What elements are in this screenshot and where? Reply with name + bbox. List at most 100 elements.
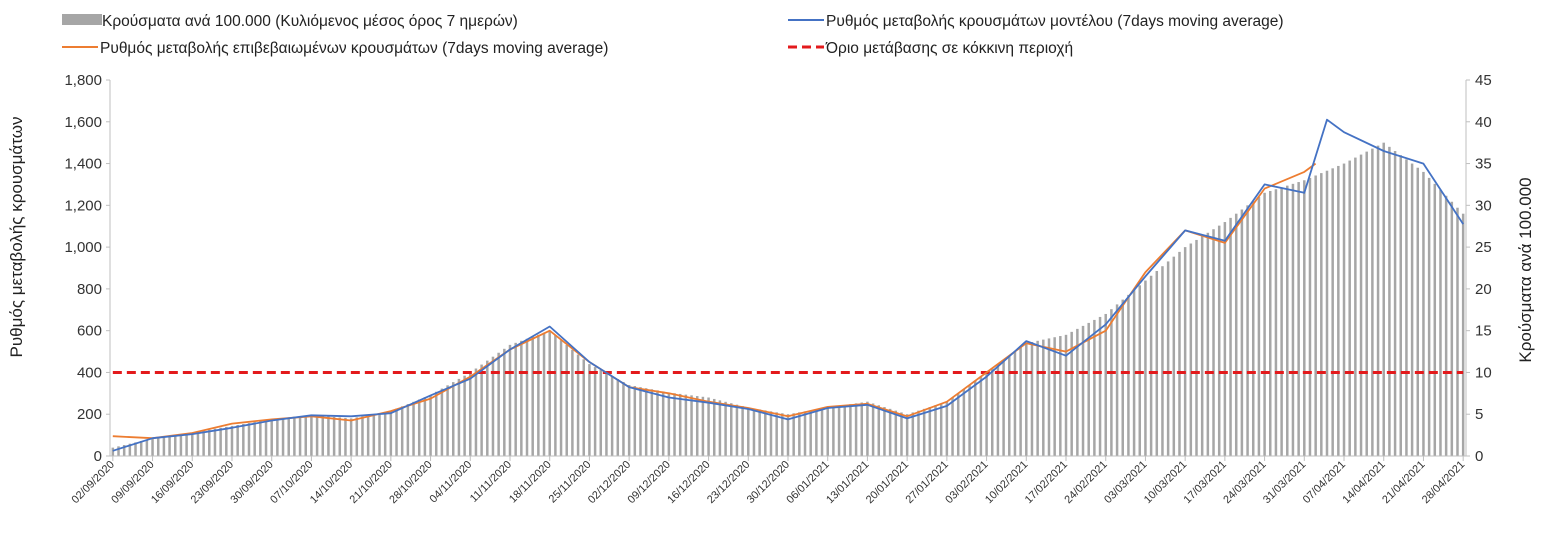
bar (1382, 142, 1385, 457)
bar (1229, 217, 1232, 456)
bar (191, 432, 194, 456)
bar (117, 446, 120, 456)
bar (264, 420, 268, 456)
bar (939, 403, 943, 456)
bar (1461, 213, 1465, 456)
bar (905, 414, 909, 456)
bar (1269, 191, 1272, 456)
bar (1405, 159, 1408, 456)
legend-label-confirmed: Ρυθμός μεταβολής επιβεβαιωμένων κρουσμάτ… (100, 40, 608, 57)
bar (605, 373, 608, 456)
bar (349, 418, 353, 456)
bar (412, 401, 415, 456)
bar (1036, 340, 1039, 456)
bar (985, 372, 988, 456)
bar (122, 445, 126, 456)
bar (627, 384, 631, 456)
bar (701, 396, 705, 456)
bar (747, 407, 750, 456)
bar (1115, 304, 1119, 456)
legend-item-bars: Κρούσματα ανά 100.000 (Κυλιόμενος μέσος … (62, 13, 518, 30)
bar (633, 386, 637, 456)
bar (883, 407, 886, 456)
bar (712, 398, 716, 456)
bar (196, 431, 200, 456)
bar (1172, 256, 1176, 456)
right-tick-label: 40 (1475, 114, 1492, 131)
bar (1081, 325, 1085, 456)
bar (225, 426, 228, 456)
bar (673, 393, 676, 456)
bar (236, 424, 239, 456)
bar (843, 405, 846, 456)
bar (968, 384, 971, 456)
bar (281, 418, 285, 456)
bar (542, 332, 546, 456)
bar (259, 421, 262, 456)
bar (139, 441, 143, 456)
bar (452, 382, 455, 456)
left-tick-label: 200 (77, 406, 102, 423)
bar (979, 376, 983, 456)
left-tick-label: 1,200 (64, 197, 102, 214)
bar (1354, 157, 1357, 456)
bar (1013, 351, 1017, 456)
bar (383, 411, 387, 456)
bar (866, 401, 869, 456)
bar (128, 443, 132, 456)
bar (304, 415, 307, 456)
bar (361, 416, 364, 456)
right-tick-label: 0 (1475, 448, 1483, 465)
bar (1303, 180, 1306, 456)
bar (270, 419, 273, 456)
bar (1444, 195, 1448, 456)
bar (1388, 146, 1391, 456)
bar (1138, 285, 1142, 456)
bar (480, 364, 483, 456)
bar (1280, 187, 1283, 456)
bar (1053, 337, 1056, 456)
bar (1410, 163, 1414, 456)
bar (1439, 189, 1442, 456)
x-tick-label: 28/10/2020 (387, 459, 434, 506)
bar (417, 399, 421, 456)
bar (661, 391, 665, 456)
bar (678, 393, 682, 456)
bar (400, 406, 404, 456)
legend-label-bars: Κρούσματα ανά 100.000 (Κυλιόμενος μέσος … (102, 13, 518, 30)
bar (815, 409, 818, 456)
legend-swatch-bars (62, 14, 102, 25)
bar (1286, 185, 1289, 456)
bar (1144, 280, 1147, 456)
bar (185, 433, 188, 456)
bar (1274, 189, 1278, 456)
bar (287, 417, 290, 456)
bar (809, 410, 812, 456)
bar (1087, 322, 1090, 456)
bar (1314, 175, 1317, 457)
bar (877, 405, 881, 456)
bar (1200, 236, 1204, 456)
bar (588, 364, 591, 456)
bar (1008, 355, 1011, 456)
bar (242, 424, 245, 456)
left-axis-title: Ρυθμός μεταβολής κρουσμάτων (7, 117, 26, 358)
bar (1263, 192, 1266, 457)
bar (1291, 183, 1295, 456)
bar (406, 404, 410, 456)
legend-label-threshold: Όριο μετάβασης σε κόκκινη περιοχή (825, 40, 1073, 57)
bar (1212, 229, 1215, 456)
bar (849, 404, 852, 456)
bar (389, 410, 393, 456)
bar (707, 397, 710, 456)
bar (775, 412, 778, 456)
right-tick-label: 5 (1475, 406, 1483, 423)
bar (111, 447, 115, 456)
bar (803, 411, 807, 456)
bar (520, 340, 523, 456)
bar (1178, 251, 1181, 456)
bar (219, 427, 222, 456)
bar (469, 372, 472, 456)
bar (1206, 232, 1210, 456)
bar (576, 354, 580, 456)
